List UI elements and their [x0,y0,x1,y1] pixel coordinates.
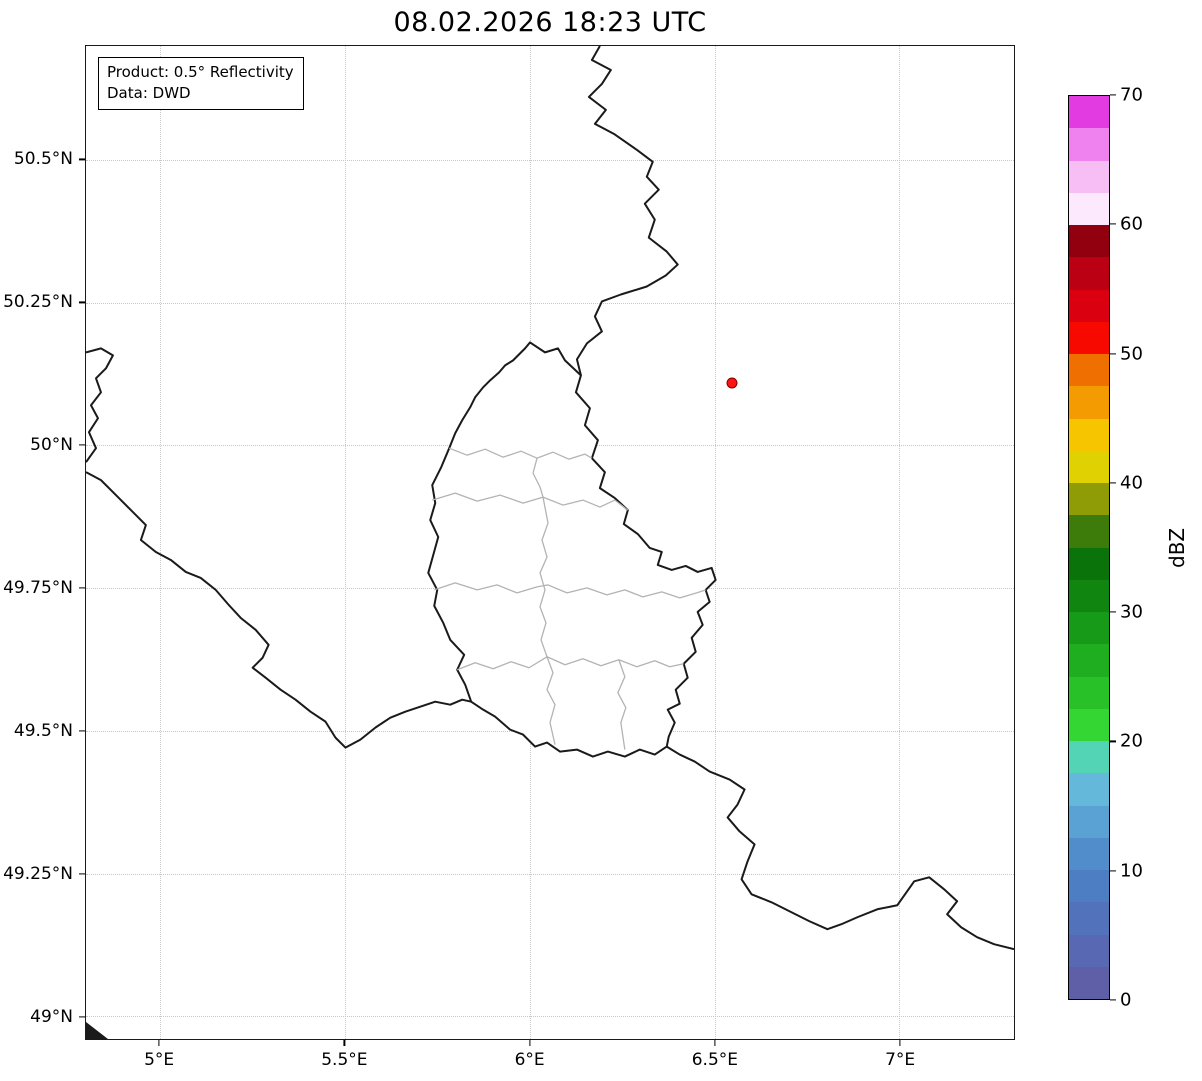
colorbar-segment [1069,612,1109,645]
colorbar-segment [1069,708,1109,741]
colorbar-tick-label: 70 [1120,84,1143,106]
y-tick-label: 49.25°N [3,864,73,885]
x-tick-mark [158,1040,160,1046]
colorbar-segment [1069,870,1109,903]
colorbar-segment [1069,289,1109,322]
colorbar-segment [1069,676,1109,709]
colorbar-segment [1069,257,1109,290]
colorbar-tick-label: 60 [1120,213,1143,235]
gridline-vertical [714,46,716,1039]
gridline-vertical [344,46,346,1039]
product-info-box: Product: 0.5° Reflectivity Data: DWD [98,57,304,110]
colorbar-segment [1069,354,1109,387]
product-label: Product: 0.5° Reflectivity [107,63,294,81]
colorbar-tick-mark [1110,740,1116,743]
colorbar-tick-mark [1110,223,1116,225]
gridline-horizontal [86,302,1014,304]
gridline-horizontal [86,1016,1014,1018]
colorbar-tick-mark [1110,611,1116,613]
colorbar-segment [1069,966,1109,999]
y-tick-mark [79,730,85,732]
canton-borders [432,447,706,750]
colorbar-tick-label: 30 [1120,601,1143,623]
gridline-vertical [899,46,901,1039]
x-axis: 5°E 5.5°E 6°E 6.5°E 7°E [85,1040,1015,1078]
colorbar-segment [1069,902,1109,935]
colorbar-tick-label: 20 [1120,730,1143,752]
colorbar-segment [1069,96,1109,129]
colorbar-segment [1069,386,1109,419]
x-tick-label: 7°E [885,1050,916,1070]
x-tick-mark [899,1040,901,1046]
france-belgium-border [86,471,472,749]
colorbar-segment [1069,805,1109,838]
colorbar-segment [1069,192,1109,225]
x-tick-label: 5.5°E [321,1050,368,1070]
map-plot-area: Product: 0.5° Reflectivity Data: DWD [85,45,1015,1040]
x-tick-label: 6.5°E [691,1050,739,1070]
germany-france-border [666,745,1014,951]
colorbar-tick-mark [1110,870,1116,872]
colorbar-segment [1069,128,1109,161]
y-tick-label: 49.5°N [13,721,73,742]
plot-title: 08.02.2026 18:23 UTC [393,7,707,38]
colorbar-segment [1069,483,1109,516]
colorbar-segment [1069,741,1109,774]
map-borders-svg [86,46,1014,1039]
colorbar-tick-label: 40 [1120,472,1143,494]
colorbar-tick-label: 10 [1120,860,1143,882]
y-tick-label: 50.5°N [13,149,73,170]
y-tick-mark [79,873,85,875]
colorbar-segment [1069,225,1109,258]
y-tick-label: 49.75°N [3,578,73,599]
gridline-vertical [159,46,161,1039]
y-axis: 50.5°N 50.25°N 50°N 49.75°N 49.5°N 49.25°N 49°… [0,45,85,1040]
colorbar-tick-mark [1110,999,1116,1001]
x-tick-label: 6°E [514,1050,545,1070]
x-tick-mark [529,1040,531,1046]
y-tick-mark [79,444,85,446]
colorbar-ticks: 0 10 20 30 40 50 60 70 [1110,85,1182,1011]
y-tick-label: 49°N [30,1007,73,1028]
colorbar-segment [1069,547,1109,580]
colorbar-segment [1069,515,1109,548]
luxembourg-border [427,341,717,758]
gridline-horizontal [86,160,1014,162]
y-tick-label: 50.25°N [3,292,73,313]
y-tick-mark [79,587,85,589]
colorbar-axis-label: dBZ [1165,527,1189,568]
colorbar-tick-mark [1110,94,1116,96]
colorbar-gradient [1068,95,1110,1000]
colorbar-tick-mark [1110,352,1116,355]
colorbar-tick-label: 0 [1120,989,1132,1011]
colorbar-segment [1069,450,1109,483]
colorbar-tick-label: 50 [1120,343,1143,365]
colorbar-segment [1069,579,1109,612]
colorbar-segment [1069,934,1109,967]
colorbar-tick-mark [1110,482,1116,484]
y-tick-mark [79,301,85,303]
x-tick-mark [714,1040,716,1046]
colorbar-segment [1069,160,1109,193]
y-tick-label: 50°N [30,435,73,456]
data-source-label: Data: DWD [107,84,191,102]
corner-border-fragment [86,1022,108,1039]
france-belgium-border-meander [86,347,114,463]
colorbar: 0 10 20 30 40 50 60 70 dBZ [1068,85,1189,1011]
y-tick-mark [79,158,85,160]
radar-site-dot [726,377,738,389]
gridline-horizontal [86,873,1014,875]
belgium-germany-border [575,46,679,376]
y-tick-mark [79,1016,85,1018]
colorbar-segment [1069,644,1109,677]
colorbar-segment [1069,418,1109,451]
x-tick-label: 5°E [144,1050,175,1070]
colorbar-segment [1069,321,1109,354]
colorbar-segment [1069,773,1109,806]
x-tick-mark [343,1040,345,1046]
colorbar-segment [1069,837,1109,870]
